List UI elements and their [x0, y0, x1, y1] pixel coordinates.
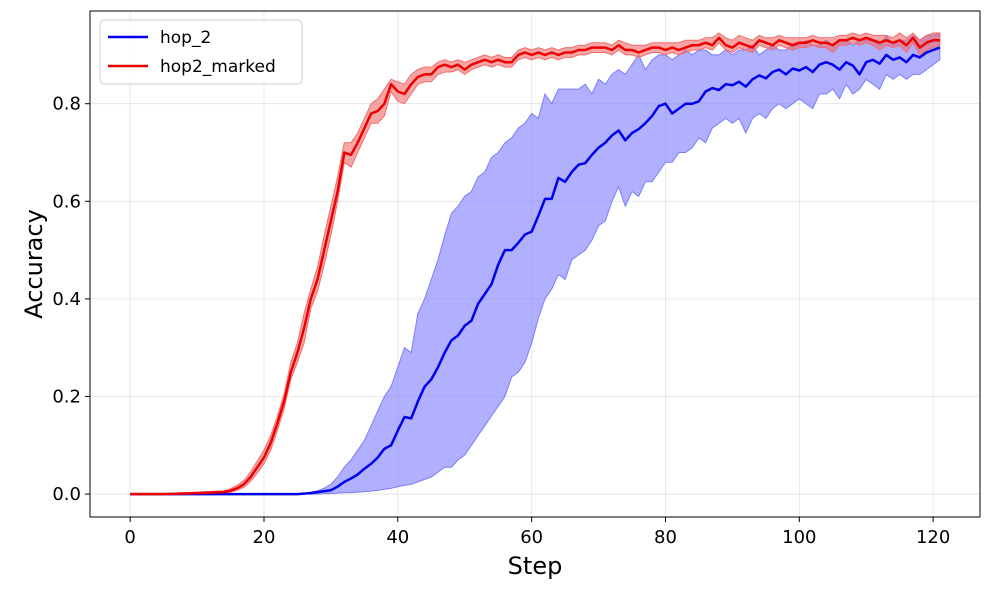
x-tick-label: 60	[520, 527, 543, 548]
line-hop_2	[130, 46, 941, 496]
y-axis-label: Accuracy	[20, 209, 48, 319]
plot-frame	[89, 10, 981, 518]
confidence-bands	[130, 32, 941, 495]
y-tick-label: 0.8	[52, 94, 81, 115]
legend: hop_2 hop2_marked	[99, 19, 303, 85]
x-tick-label: 120	[916, 527, 950, 548]
band-hop_2	[130, 32, 941, 495]
legend-box	[99, 19, 303, 85]
x-tick-label: 80	[654, 527, 677, 548]
series-lines	[130, 36, 941, 496]
x-tick-label: 0	[124, 527, 135, 548]
axis-ticks: 0 20 40 60 80 100 120 0.0 0.2 0.4 0.6 0.8	[52, 94, 950, 548]
x-tick-label: 20	[253, 527, 276, 548]
y-tick-label: 0.0	[52, 484, 81, 505]
legend-label-hop_2: hop_2	[160, 28, 211, 48]
y-tick-label: 0.6	[52, 191, 81, 212]
line-hop2_marked	[130, 36, 940, 496]
legend-label-hop2_marked: hop2_marked	[160, 57, 276, 77]
y-tick-label: 0.2	[52, 386, 81, 407]
y-tick-label: 0.4	[52, 289, 81, 310]
x-axis-label: Step	[508, 552, 563, 580]
x-tick-label: 100	[782, 527, 816, 548]
x-tick-label: 40	[386, 527, 409, 548]
